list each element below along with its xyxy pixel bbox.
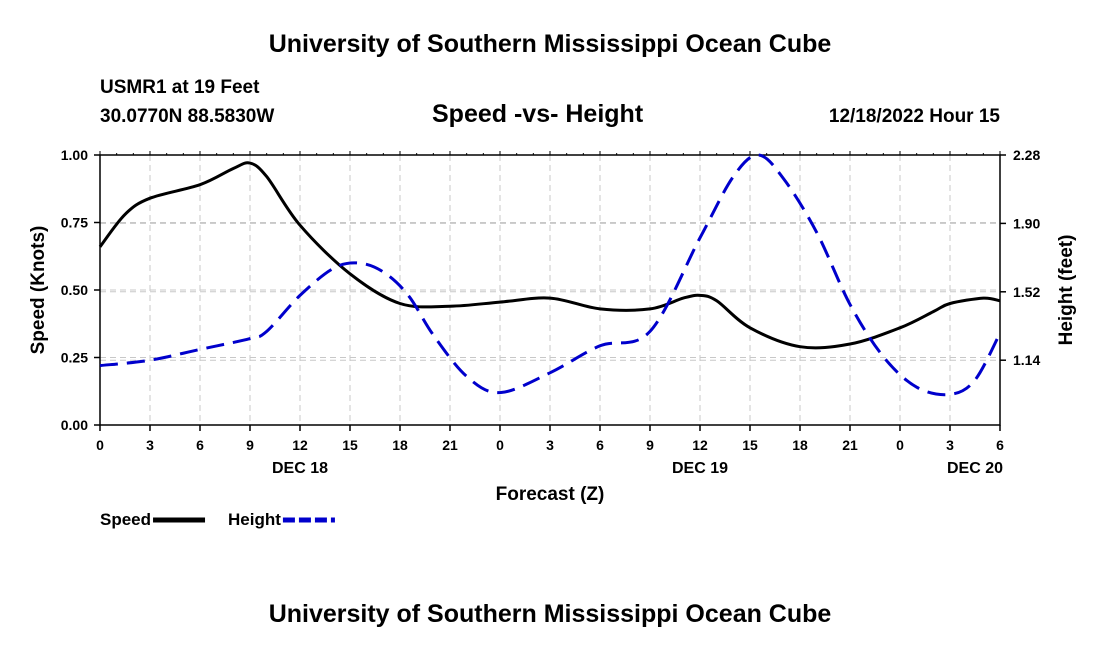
page-title: University of Southern Mississippi Ocean… <box>268 30 832 58</box>
x-tick-label: 6 <box>196 437 204 453</box>
y-axis-label: Speed (Knots) <box>28 226 49 355</box>
y2-tick-label: 1.14 <box>1013 352 1040 368</box>
x-tick-label: 18 <box>792 437 808 453</box>
series-line-height <box>99 153 1002 397</box>
y2-tick-label: 1.52 <box>1013 284 1040 300</box>
x-tick-label: 3 <box>946 437 954 453</box>
grid <box>100 154 1000 425</box>
y2-tick-label: 1.90 <box>1013 215 1040 231</box>
y2-axis-label: Height (feet) <box>1056 235 1077 346</box>
y-tick-label: 0.50 <box>61 282 88 298</box>
station-label: USMR1 at 19 Feet <box>100 77 260 98</box>
x-tick-label: 0 <box>96 437 104 453</box>
x-tick-label: 21 <box>842 437 858 453</box>
x-tick-label: 21 <box>442 437 458 453</box>
footer-title: University of Southern Mississippi Ocean… <box>268 600 832 628</box>
x-tick-label: 18 <box>392 437 408 453</box>
x-tick-label: 3 <box>546 437 554 453</box>
legend: Speed Height <box>100 510 335 529</box>
series-line-speed <box>98 161 1001 350</box>
x-tick-label: 12 <box>692 437 708 453</box>
forecast-datetime: 12/18/2022 Hour 15 <box>828 106 1000 127</box>
station-coords: 30.0770N 88.5830W <box>100 106 275 127</box>
x-tick-label: 15 <box>342 437 358 453</box>
x-tick-label: 9 <box>246 437 254 453</box>
axis-ticks: 0 3 6 9 12 15 18 21 0 3 6 9 12 15 18 21 0 3 6 DEC 18 DEC 19 D… <box>61 147 1041 477</box>
y-tick-label: 1.00 <box>61 147 88 163</box>
date-label: DEC 20 <box>947 460 1003 477</box>
x-tick-label: 0 <box>496 437 504 453</box>
x-tick-label: 3 <box>146 437 154 453</box>
series-layer <box>98 153 1002 397</box>
legend-label-height: Height <box>228 510 281 529</box>
x-tick-label: 6 <box>996 437 1004 453</box>
x-axis-label: Forecast (Z) <box>496 484 605 505</box>
chart-title: Speed -vs- Height <box>432 100 644 128</box>
y2-tick-label: 2.28 <box>1013 147 1040 163</box>
date-label: DEC 18 <box>272 460 328 477</box>
legend-label-speed: Speed <box>100 510 151 529</box>
y-tick-label: 0.25 <box>61 350 88 366</box>
date-label: DEC 19 <box>672 460 728 477</box>
x-tick-label: 15 <box>742 437 758 453</box>
x-tick-label: 6 <box>596 437 604 453</box>
y-tick-label: 0.75 <box>61 215 88 231</box>
x-tick-label: 12 <box>292 437 308 453</box>
y-tick-label: 0.00 <box>61 417 88 433</box>
x-tick-label: 9 <box>646 437 654 453</box>
x-tick-label: 0 <box>896 437 904 453</box>
